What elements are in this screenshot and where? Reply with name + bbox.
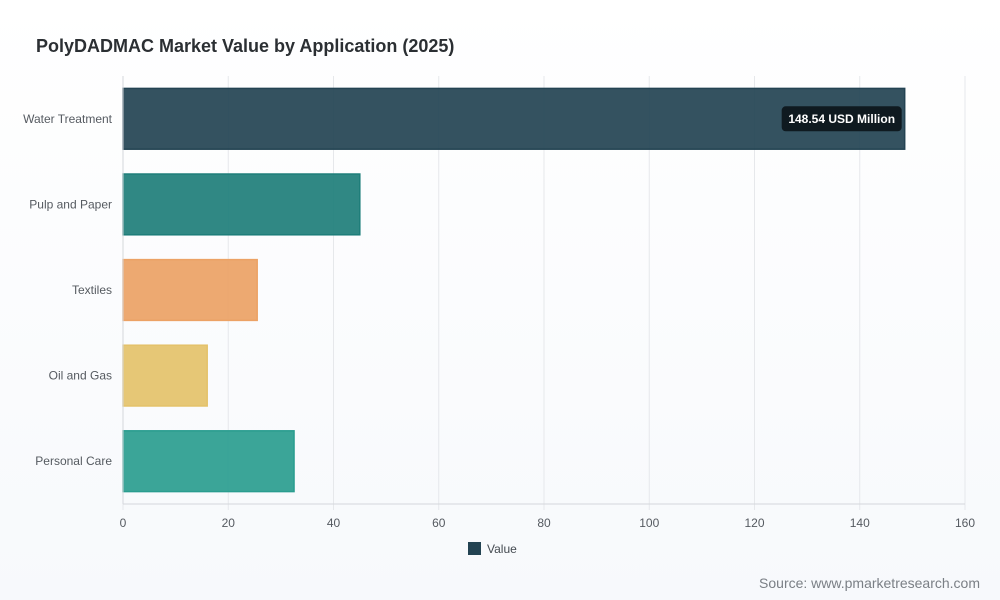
y-tick-label: Pulp and Paper [29,197,112,211]
tooltip-box [781,106,902,132]
source-note: Source: www.pmarketresearch.com [759,575,980,591]
bar-pulp-and-paper[interactable] [122,173,361,236]
chart-title: PolyDADMAC Market Value by Application (… [36,36,455,56]
x-tick-label: 100 [639,516,659,530]
legend-label: Value [487,542,517,556]
x-axis: 0 20 40 60 80 100 120 140 160 [120,503,975,530]
x-tick-label: 60 [432,516,446,530]
x-tick-label: 140 [850,516,870,530]
x-tick-label: 80 [537,516,551,530]
y-tick-label: Textiles [72,283,112,297]
y-tick-label: Water Treatment [23,112,113,126]
x-tick-label: 160 [955,516,975,530]
y-axis: Water Treatment Pulp and Paper Textiles Oil… [23,76,124,504]
x-tick-label: 40 [327,516,341,530]
bar-oil-and-gas[interactable] [122,344,208,407]
legend: Value [468,542,517,556]
legend-swatch [468,542,481,555]
x-tick-label: 120 [744,516,764,530]
y-tick-label: Oil and Gas [49,369,112,383]
legend-item-value[interactable]: Value [468,542,517,556]
x-tick-label: 20 [222,516,236,530]
bar-textiles[interactable] [122,258,258,322]
bars [122,87,906,493]
x-tick-label: 0 [120,516,127,530]
tooltip-label: 148.54 USD Million [788,112,895,126]
y-tick-label: Personal Care [35,454,112,468]
tooltip: 148.54 USD Million [781,106,902,132]
bar-personal-care[interactable] [122,430,295,493]
value-tooltip: 148.54 USD Million [781,106,902,132]
